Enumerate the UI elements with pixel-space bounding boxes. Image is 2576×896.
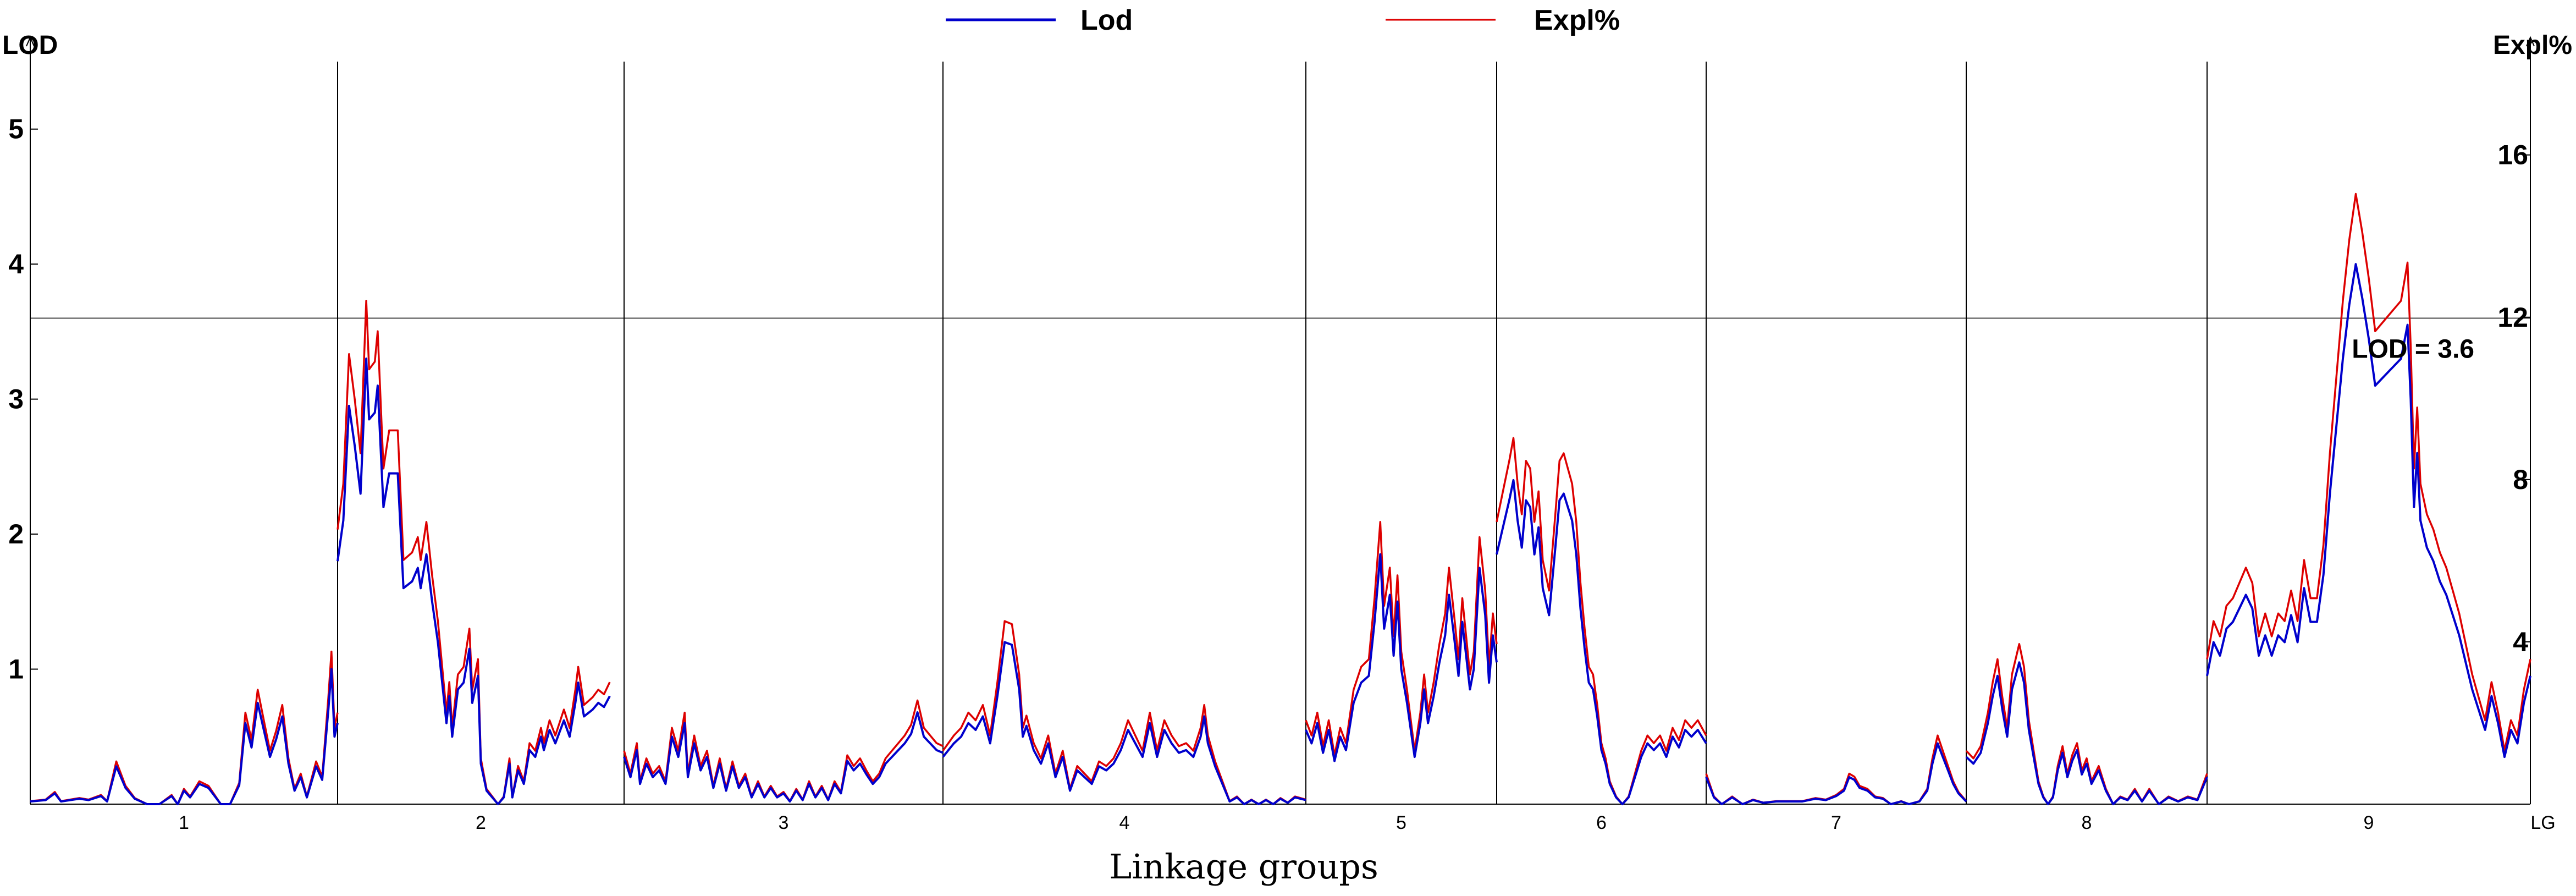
expl-series-lg-7 [1705, 734, 1967, 805]
series [30, 193, 2531, 805]
x-axis-end-label: LG [2530, 812, 2555, 833]
expl-series-lg-3 [623, 699, 944, 802]
y-axis-left-title: LOD [2, 31, 58, 60]
linkage-group-separators [30, 62, 2530, 804]
expl-series-lg-2 [337, 299, 611, 805]
legend-label-expl: Expl% [1534, 4, 1620, 36]
right-tick-label: 4 [2513, 626, 2528, 657]
linkage-group-label: 1 [179, 812, 189, 833]
left-tick-label: 3 [8, 384, 24, 415]
lod-threshold-label: LOD = 3.6 [2352, 334, 2474, 364]
linkage-group-label: 8 [2082, 812, 2092, 833]
legend-label-lod: Lod [1080, 4, 1133, 36]
expl-series-lg-6 [1496, 437, 1707, 805]
linkage-group-label: 7 [1831, 812, 1841, 833]
lod-series-lg-5 [1305, 553, 1498, 762]
right-axis-arrow [2526, 36, 2535, 47]
lod-series-lg-9 [2206, 263, 2531, 758]
lod-series-lg-1 [30, 668, 339, 805]
expl-series-lg-8 [1965, 643, 2208, 805]
lod-series-lg-3 [623, 711, 944, 803]
linkage-group-label: 9 [2364, 812, 2374, 833]
expl-series-lg-9 [2206, 193, 2531, 752]
left-tick-label: 4 [8, 249, 24, 279]
y-axis-right-title: Expl% [2493, 31, 2572, 60]
lod-series-lg-7 [1705, 742, 1967, 805]
expl-series-lg-4 [942, 620, 1306, 805]
right-tick-label: 12 [2497, 302, 2528, 333]
lod-series-lg-8 [1965, 661, 2208, 805]
lod-series-lg-6 [1496, 479, 1707, 805]
right-tick-label: 16 [2497, 140, 2528, 171]
axes [26, 36, 2535, 805]
left-tick-label: 5 [8, 114, 24, 145]
linkage-group-label: 3 [779, 812, 789, 833]
x-axis-title: Linkage groups [1109, 846, 1378, 887]
linkage-group-label: 5 [1396, 812, 1406, 833]
legend: Lod Expl% [946, 4, 1620, 36]
expl-series-lg-5 [1305, 521, 1498, 756]
linkage-group-label: 6 [1596, 812, 1607, 833]
left-tick-label: 1 [8, 654, 24, 685]
left-axis-arrow [26, 36, 35, 47]
lod-series-lg-2 [337, 358, 611, 805]
left-tick-label: 2 [8, 519, 24, 549]
lod-series-lg-4 [942, 641, 1306, 805]
linkage-group-label: 4 [1119, 812, 1130, 833]
linkage-group-label: 2 [476, 812, 486, 833]
right-tick-label: 8 [2513, 464, 2528, 495]
